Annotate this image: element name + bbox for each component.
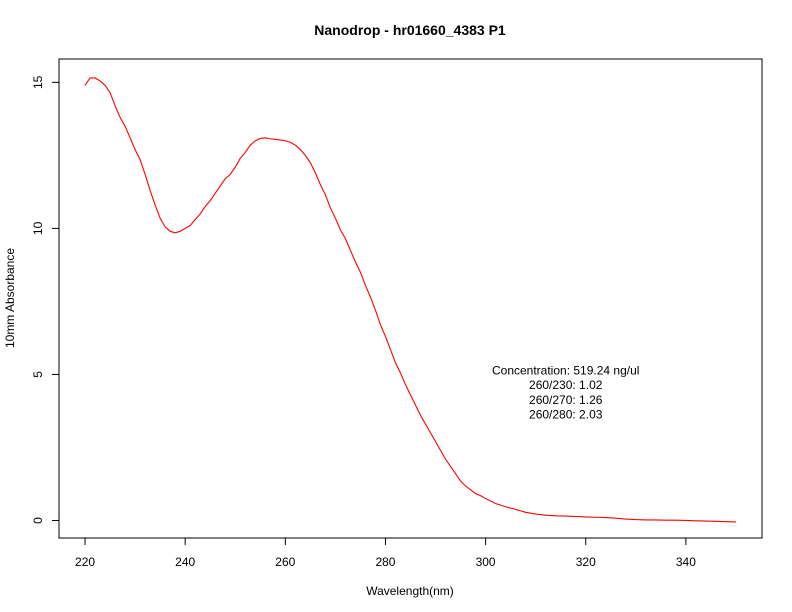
x-tick-label: 320 bbox=[576, 555, 596, 569]
chart-title: Nanodrop - hr01660_4383 P1 bbox=[314, 22, 506, 38]
y-tick-label: 5 bbox=[31, 371, 45, 378]
y-axis: 0 5 10 15 bbox=[31, 75, 60, 524]
x-tick-label: 220 bbox=[75, 555, 95, 569]
x-axis-label: Wavelength(nm) bbox=[366, 584, 454, 598]
y-tick-label: 15 bbox=[31, 75, 45, 89]
x-tick-label: 280 bbox=[375, 555, 395, 569]
x-tick-label: 240 bbox=[175, 555, 195, 569]
x-tick-label: 300 bbox=[476, 555, 496, 569]
x-tick-label: 340 bbox=[676, 555, 696, 569]
annotation-line: 260/230: 1.02 bbox=[529, 378, 603, 392]
y-tick-label: 10 bbox=[31, 221, 45, 235]
annotation-line: Concentration: 519.24 ng/ul bbox=[492, 364, 639, 378]
absorbance-series-line bbox=[84, 77, 736, 523]
annotation-line: 260/270: 1.26 bbox=[529, 393, 603, 407]
y-tick-label: 0 bbox=[31, 517, 45, 524]
x-tick-label: 260 bbox=[275, 555, 295, 569]
y-axis-label: 10mm Absorbance bbox=[3, 248, 17, 348]
x-axis: 220 240 260 280 300 320 340 bbox=[75, 537, 696, 569]
annotation-line: 260/280: 2.03 bbox=[529, 407, 603, 421]
plot-box bbox=[58, 58, 763, 539]
